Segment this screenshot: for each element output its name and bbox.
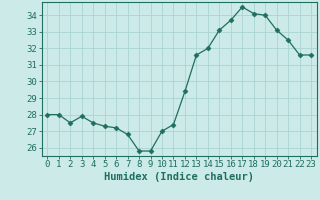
X-axis label: Humidex (Indice chaleur): Humidex (Indice chaleur) — [104, 172, 254, 182]
